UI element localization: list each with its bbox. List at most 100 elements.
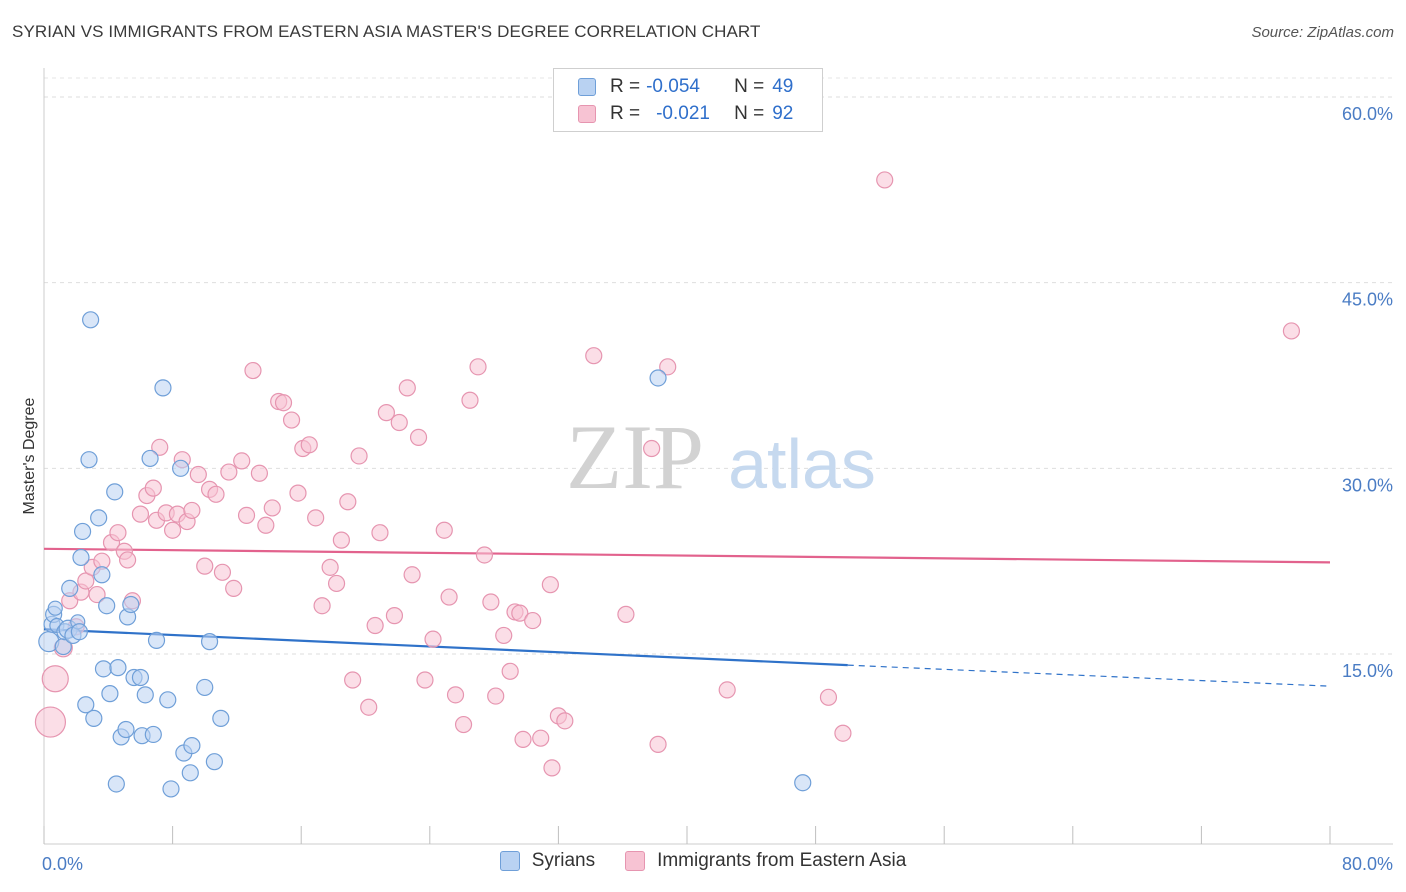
point-syrians [82,311,100,329]
points-eastern-asia [34,171,1301,777]
point-syrians [649,369,667,387]
point-eastern-asia [321,558,339,576]
watermark-zip: ZIP [566,406,704,508]
legend-r-label: R = [610,103,641,124]
point-eastern-asia [469,358,487,376]
series-swatch-eastern-asia [625,851,646,871]
legend-row-syrians: R = -0.054 N = 49 [578,74,793,100]
point-eastern-asia [454,715,473,734]
point-eastern-asia [643,439,661,458]
point-syrians [136,686,154,704]
point-eastern-asia [213,563,232,581]
point-eastern-asia [360,698,378,716]
point-eastern-asia [207,485,225,503]
point-syrians [61,579,79,597]
point-syrians [200,633,219,651]
point-syrians [794,774,812,792]
point-syrians [154,379,172,397]
point-syrians [73,522,92,541]
point-eastern-asia [300,436,318,454]
point-syrians [159,691,177,709]
point-syrians [106,483,124,501]
series-legend-syrians[interactable]: Syrians [499,850,596,872]
point-eastern-asia [274,394,293,412]
point-syrians [85,709,103,727]
point-eastern-asia [289,484,307,502]
legend-n-label: N = [734,76,765,97]
point-syrians [147,631,166,649]
point-syrians [98,597,116,615]
trend-line-syrians-extrapolated [847,664,1331,687]
source-label: Source: ZipAtlas.com [1251,24,1394,41]
legend-r-label: R = [610,76,641,97]
points-syrians [38,311,812,798]
point-eastern-asia [118,551,137,569]
point-eastern-asia [151,438,169,456]
point-syrians [80,451,98,469]
point-syrians [122,595,140,614]
series-label-syrians: Syrians [531,850,596,871]
point-eastern-asia [366,616,384,635]
legend-r-value: -0.054 [646,76,700,97]
point-eastern-asia [233,452,251,470]
x-tick-label-max: 80.0% [1342,854,1393,874]
point-eastern-asia [501,662,519,680]
point-eastern-asia [511,604,529,622]
legend-swatch-eastern-asia [578,105,596,123]
point-eastern-asia [440,588,458,606]
point-eastern-asia [461,391,479,409]
point-eastern-asia [307,509,325,527]
point-eastern-asia [398,379,416,397]
point-syrians [72,548,90,567]
point-eastern-asia [371,524,389,542]
point-eastern-asia [88,585,106,604]
chart-title: SYRIAN VS IMMIGRANTS FROM EASTERN ASIA M… [12,22,761,41]
point-syrians [117,720,135,739]
y-tick-label: 15.0% [1342,661,1393,681]
series-legend-eastern-asia[interactable]: Immigrants from Eastern Asia [625,850,906,872]
point-syrians [144,725,162,744]
point-syrians [212,709,230,727]
point-eastern-asia [556,712,574,730]
trend-lines [43,547,1331,687]
legend-n-label: N = [734,103,765,124]
trend-line-eastern-asia [43,547,1331,564]
point-eastern-asia [237,506,256,524]
point-syrians [70,623,88,641]
point-syrians [141,449,159,468]
legend-row-eastern-asia: R = -0.021 N = 92 [578,101,793,127]
point-syrians [93,566,111,584]
point-eastern-asia [541,576,559,594]
point-eastern-asia [225,579,243,597]
point-syrians [131,668,150,687]
point-eastern-asia [183,501,201,520]
series-label-eastern-asia: Immigrants from Eastern Asia [657,850,907,871]
point-eastern-asia [282,411,301,429]
series-legend: Syrians Immigrants from Eastern Asia [0,850,1406,872]
point-syrians [107,775,125,793]
watermark: ZIP atlas [566,406,876,508]
point-eastern-asia [41,665,69,693]
legend-n-value: 92 [772,103,794,124]
axes [43,68,1393,845]
point-syrians [47,600,63,616]
point-eastern-asia [416,671,434,689]
point-eastern-asia [514,730,532,749]
point-eastern-asia [1282,322,1301,340]
point-eastern-asia [649,735,667,753]
trend-line-syrians [43,628,848,667]
point-eastern-asia [263,499,281,517]
y-tick-label: 60.0% [1342,104,1393,124]
point-eastern-asia [446,686,465,704]
point-syrians [181,764,199,782]
point-syrians [172,459,190,477]
correlation-legend: R = -0.054 N = 49 R = -0.021 N = 92 [553,68,823,132]
point-eastern-asia [350,447,368,465]
point-syrians [162,780,180,798]
point-eastern-asia [585,347,603,365]
point-eastern-asia [718,681,736,699]
y-tick-label: 30.0% [1342,475,1393,495]
point-eastern-asia [250,464,269,482]
point-eastern-asia [482,593,500,611]
